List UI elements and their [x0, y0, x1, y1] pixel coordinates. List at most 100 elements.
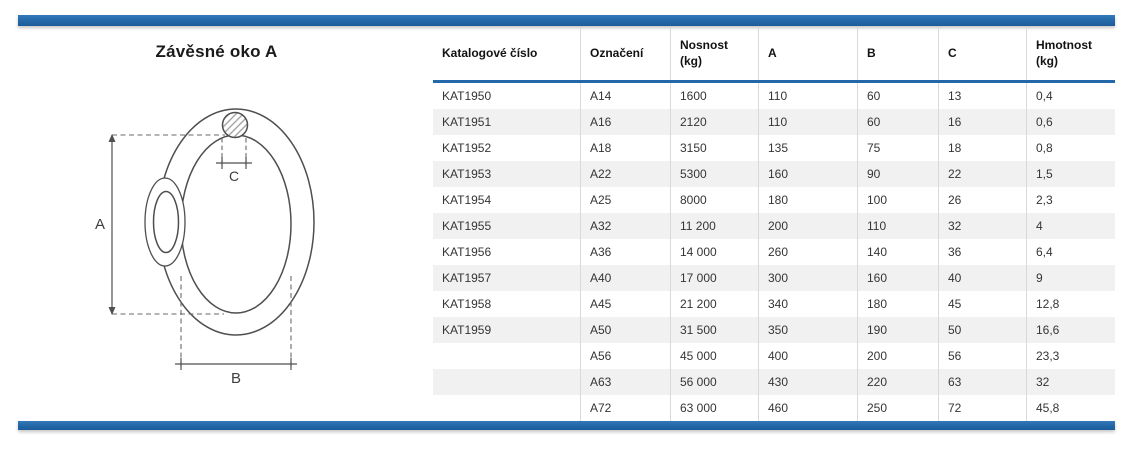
- table-cell: 45,8: [1026, 395, 1115, 421]
- table-cell: 60: [857, 83, 938, 109]
- table-cell: 135: [758, 135, 857, 161]
- table-row: A56 45 000 400 200 56 23,3: [433, 343, 1115, 369]
- table-cell: 100: [857, 187, 938, 213]
- product-title: Závěsné oko A: [155, 42, 278, 61]
- table-cell: 40: [938, 265, 1026, 291]
- specification-table: Katalogové číslo Označení Nosnost (kg) A…: [433, 28, 1115, 421]
- column-header-c: C: [938, 28, 1026, 80]
- table-row: KAT1952 A18 3150 135 75 18 0,8: [433, 135, 1115, 161]
- table-cell: 56: [938, 343, 1026, 369]
- table-cell: 63: [938, 369, 1026, 395]
- table-cell: A72: [580, 395, 670, 421]
- table-cell: 110: [758, 83, 857, 109]
- table-cell: 14 000: [670, 239, 758, 265]
- table-row: KAT1957 A40 17 000 300 160 40 9: [433, 265, 1115, 291]
- table-cell: A45: [580, 291, 670, 317]
- table-cell: 90: [857, 161, 938, 187]
- table-cell: 0,8: [1026, 135, 1115, 161]
- table-cell: 18: [938, 135, 1026, 161]
- table-cell: 13: [938, 83, 1026, 109]
- table-cell: 31 500: [670, 317, 758, 343]
- table-cell: [433, 343, 580, 369]
- table-cell: 1600: [670, 83, 758, 109]
- table-cell: KAT1956: [442, 245, 492, 259]
- chain-section-circle: [221, 111, 249, 139]
- table-row: A72 63 000 460 250 72 45,8: [433, 395, 1115, 421]
- table-cell: KAT1957: [442, 271, 492, 285]
- table-cell: 430: [758, 369, 857, 395]
- table-cell: KAT1958: [442, 297, 492, 311]
- table-cell: 6,4: [1026, 239, 1115, 265]
- table-cell: 180: [857, 291, 938, 317]
- column-header-catalog-number: Katalogové číslo: [442, 46, 538, 61]
- table-cell: 23,3: [1026, 343, 1115, 369]
- table-cell: 400: [758, 343, 857, 369]
- table-cell: KAT1954: [442, 193, 492, 207]
- column-header-b: B: [857, 28, 938, 80]
- ring-inner-outline: [180, 134, 292, 314]
- table-cell: 16,6: [1026, 317, 1115, 343]
- table-cell: 72: [938, 395, 1026, 421]
- table-cell: 36: [938, 239, 1026, 265]
- table-cell: 9: [1026, 265, 1115, 291]
- table-cell: 32: [938, 213, 1026, 239]
- table-row: KAT1954 A25 8000 180 100 26 2,3: [433, 187, 1115, 213]
- table-body: KAT1950 A14 1600 110 60 13 0,4 KAT1951 A16 2120 11…: [433, 83, 1115, 421]
- table-row: KAT1955 A32 11 200 200 110 32 4: [433, 213, 1115, 239]
- table-cell: 21 200: [670, 291, 758, 317]
- dimension-c-label: C: [229, 168, 239, 184]
- dimension-a-arrow-top: [108, 134, 116, 142]
- table-cell: 3150: [670, 135, 758, 161]
- table-cell: A40: [580, 265, 670, 291]
- table-cell: 300: [758, 265, 857, 291]
- table-cell: 63 000: [670, 395, 758, 421]
- table-row: A63 56 000 430 220 63 32: [433, 369, 1115, 395]
- table-cell: 0,6: [1026, 109, 1115, 135]
- table-cell: 50: [938, 317, 1026, 343]
- table-cell: 1,5: [1026, 161, 1115, 187]
- bottom-accent-bar: [18, 421, 1115, 430]
- table-cell: 60: [857, 109, 938, 135]
- table-cell: 200: [857, 343, 938, 369]
- table-cell: 4: [1026, 213, 1115, 239]
- table-cell: 32: [1026, 369, 1115, 395]
- table-cell: KAT1950: [442, 89, 492, 103]
- table-cell: 110: [857, 213, 938, 239]
- table-cell: [433, 369, 580, 395]
- table-row: KAT1959 A50 31 500 350 190 50 16,6: [433, 317, 1115, 343]
- table-cell: 45: [938, 291, 1026, 317]
- table-cell: 250: [857, 395, 938, 421]
- column-header-capacity: Nosnost (kg): [670, 28, 758, 80]
- table-cell: 22: [938, 161, 1026, 187]
- table-cell: A63: [580, 369, 670, 395]
- table-cell: A16: [580, 109, 670, 135]
- table-cell: 26: [938, 187, 1026, 213]
- dimension-a-label: A: [95, 216, 105, 233]
- table-cell: 8000: [670, 187, 758, 213]
- table-cell: 460: [758, 395, 857, 421]
- table-cell: 110: [758, 109, 857, 135]
- table-cell: A32: [580, 213, 670, 239]
- table-cell: A22: [580, 161, 670, 187]
- table-row: KAT1951 A16 2120 110 60 16 0,6: [433, 109, 1115, 135]
- table-cell: 180: [758, 187, 857, 213]
- table-cell: 260: [758, 239, 857, 265]
- table-cell: 17 000: [670, 265, 758, 291]
- master-link-diagram: A C B: [95, 108, 315, 387]
- table-cell: 11 200: [670, 213, 758, 239]
- table-cell: 160: [758, 161, 857, 187]
- table-cell: 140: [857, 239, 938, 265]
- column-header-weight: Hmotnost (kg): [1026, 28, 1115, 80]
- top-accent-bar: [18, 15, 1115, 26]
- table-row: KAT1953 A22 5300 160 90 22 1,5: [433, 161, 1115, 187]
- table-cell: 200: [758, 213, 857, 239]
- table-row: KAT1956 A36 14 000 260 140 36 6,4: [433, 239, 1115, 265]
- table-cell: 5300: [670, 161, 758, 187]
- table-cell: A56: [580, 343, 670, 369]
- column-header-a: A: [758, 28, 857, 80]
- column-header-designation: Označení: [580, 28, 670, 80]
- table-cell: 12,8: [1026, 291, 1115, 317]
- table-cell: A25: [580, 187, 670, 213]
- table-cell: KAT1951: [442, 115, 492, 129]
